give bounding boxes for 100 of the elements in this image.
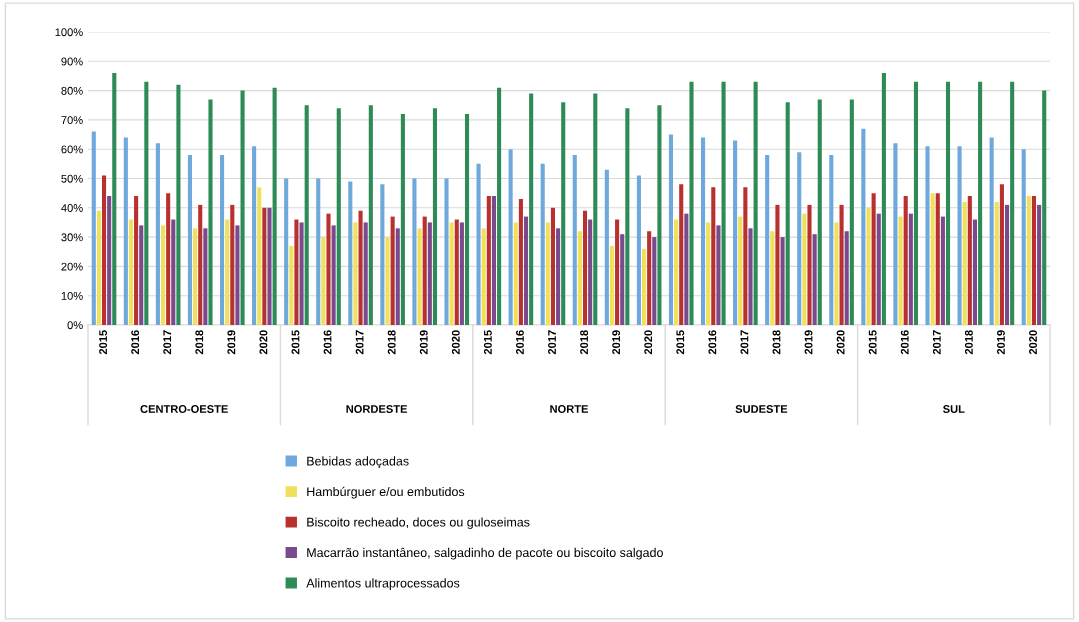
bar [577, 231, 582, 325]
bar [908, 213, 913, 325]
text: NORDESTE [346, 405, 408, 413]
bar [193, 228, 198, 325]
x-tick-label: 2019 [804, 330, 813, 355]
bar [748, 228, 753, 325]
x-tick-label: 2015 [868, 330, 877, 355]
bar [107, 196, 112, 325]
bar [390, 216, 395, 325]
x-tick-label: 2020 [1029, 330, 1037, 355]
bar [294, 219, 299, 325]
bar [689, 81, 694, 325]
x-tick-label: 2019 [997, 330, 1005, 355]
bar [529, 93, 534, 325]
legend-label: Hambúrguer e/ou embutidos [307, 486, 465, 499]
bar [657, 105, 662, 325]
bar [284, 178, 289, 325]
bar [545, 222, 550, 325]
bar [1037, 204, 1042, 325]
bar [871, 193, 876, 325]
bar [123, 137, 128, 325]
x-tick-label: 2019 [227, 330, 236, 355]
legend-label: Bebidas adoçadas [307, 456, 409, 469]
bar [876, 213, 881, 325]
bar [807, 204, 812, 325]
bar [476, 163, 481, 325]
bar [604, 169, 609, 325]
bar [454, 219, 459, 325]
bar [427, 222, 432, 325]
x-tick-label: 2017 [932, 330, 941, 355]
x-tick-label: 2020 [451, 330, 460, 355]
x-tick-label: 2018 [772, 330, 781, 355]
bar [368, 105, 373, 325]
bar [508, 149, 513, 325]
bar [674, 219, 679, 325]
x-tick-label: 2017 [163, 330, 172, 355]
bar [491, 196, 497, 325]
bar [881, 73, 886, 325]
bar [518, 199, 523, 325]
bar [523, 216, 529, 325]
bar [187, 155, 193, 325]
x-tick-label: 2018 [964, 330, 973, 355]
bar [609, 245, 615, 325]
bar [679, 184, 684, 325]
bar [96, 210, 101, 325]
y-tick-label: 70% [61, 116, 83, 125]
bar [219, 155, 225, 325]
y-tick-label: 20% [61, 262, 83, 271]
bar [385, 237, 390, 325]
bar [128, 219, 134, 325]
bar [925, 146, 930, 325]
bar [240, 90, 245, 325]
y-tick-label: 40% [61, 204, 83, 212]
bar [962, 201, 967, 325]
x-tick-label: 2016 [900, 330, 909, 355]
bar [738, 216, 743, 325]
bar [636, 175, 641, 325]
bar [844, 231, 849, 325]
bar [331, 225, 336, 325]
bar [903, 196, 908, 325]
x-tick-label: 2020 [836, 330, 845, 355]
bar [395, 228, 400, 325]
bar [700, 137, 706, 325]
bar [316, 178, 321, 325]
bar [913, 81, 919, 325]
x-tick-label: 2019 [612, 330, 621, 355]
bar [588, 219, 593, 325]
y-tick-label: 10% [61, 291, 83, 300]
bar [203, 228, 208, 325]
bar [449, 222, 454, 325]
bar [668, 134, 674, 325]
bar [967, 196, 972, 325]
bar [422, 216, 427, 325]
x-tick-label: 2018 [580, 330, 589, 355]
bar [363, 222, 368, 325]
text: SUL [943, 405, 965, 413]
x-tick-label: 2019 [419, 330, 428, 355]
bar [464, 114, 470, 325]
bar [481, 228, 486, 325]
bar [155, 143, 160, 325]
bar [230, 204, 235, 325]
bar [652, 237, 657, 325]
bar [556, 228, 561, 325]
bar [861, 128, 866, 325]
bar [299, 222, 304, 325]
bar [348, 181, 353, 325]
bar [957, 146, 962, 325]
bar [134, 196, 139, 325]
x-tick-label: 2015 [483, 330, 492, 355]
bar [989, 137, 994, 325]
x-tick-label: 2017 [355, 330, 364, 355]
bar [802, 213, 807, 325]
text: SUDESTE [735, 405, 788, 413]
bar [101, 175, 107, 325]
bar [358, 210, 363, 325]
bar [812, 234, 817, 325]
bar [262, 207, 267, 325]
x-tick-label: 2020 [644, 330, 653, 355]
bar [304, 105, 309, 325]
x-tick-label: 2020 [259, 330, 268, 355]
